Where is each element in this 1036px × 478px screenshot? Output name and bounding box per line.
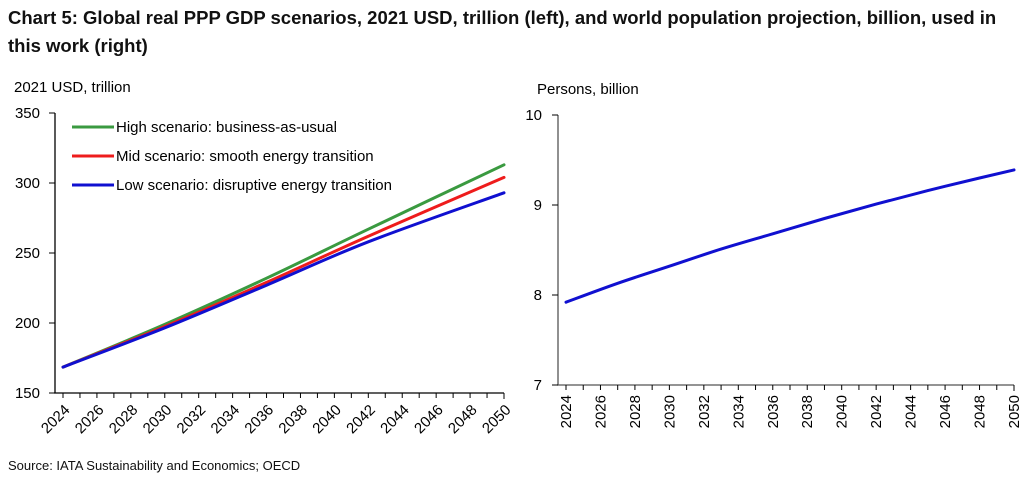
x-tick-label: 2034 [730,395,747,428]
series-line-low-scenario [61,191,506,369]
y-tick-label: 250 [15,245,40,262]
x-tick-label: 2048 [445,402,481,438]
x-tick-label: 2034 [208,402,244,438]
y-tick-label: 150 [15,385,40,402]
source-note: Source: IATA Sustainability and Economic… [8,458,301,473]
x-tick-label: 2050 [1006,395,1023,428]
x-tick-label: 2028 [627,395,644,428]
x-tick-label: 2024 [38,402,74,438]
x-tick-label: 2046 [411,402,447,438]
y-tick-label: 300 [15,175,40,192]
x-tick-label: 2040 [309,402,345,438]
x-tick-label: 2038 [275,402,311,438]
y-tick-label: 9 [534,197,542,214]
x-tick-label: 2046 [937,395,954,428]
x-tick-label: 2028 [106,402,142,438]
legend-label: High scenario: business-as-usual [116,119,337,136]
y-tick-label: 350 [15,105,40,122]
x-tick-label: 2042 [868,395,885,428]
legend-label: Mid scenario: smooth energy transition [116,148,374,165]
y-axis-title: 2021 USD, trillion [14,79,131,96]
legend-label: Low scenario: disruptive energy transiti… [116,177,392,194]
x-tick-label: 2030 [140,402,176,438]
x-tick-label: 2044 [377,402,413,438]
x-tick-label: 2026 [72,402,108,438]
x-tick-label: 2038 [799,395,816,428]
y-tick-label: 7 [534,377,542,394]
x-tick-label: 2032 [696,395,713,428]
x-tick-label: 2044 [903,395,920,428]
chart-title: Chart 5: Global real PPP GDP scenarios, … [8,7,997,56]
y-tick-label: 200 [15,315,40,332]
y-tick-label: 10 [525,107,542,124]
x-tick-label: 2036 [241,402,277,438]
series-line-high-scenario [61,163,506,369]
y-axis-title: Persons, billion [537,81,639,98]
x-tick-label: 2042 [343,402,379,438]
x-tick-label: 2024 [558,395,575,428]
y-tick-label: 8 [534,287,542,304]
x-tick-label: 2032 [174,402,210,438]
x-tick-label: 2030 [661,395,678,428]
x-tick-label: 2040 [834,395,851,428]
series-line-world-population [564,168,1016,304]
x-tick-label: 2036 [765,395,782,428]
x-tick-label: 2048 [972,395,989,428]
x-tick-label: 2050 [479,402,515,438]
x-tick-label: 2026 [592,395,609,428]
